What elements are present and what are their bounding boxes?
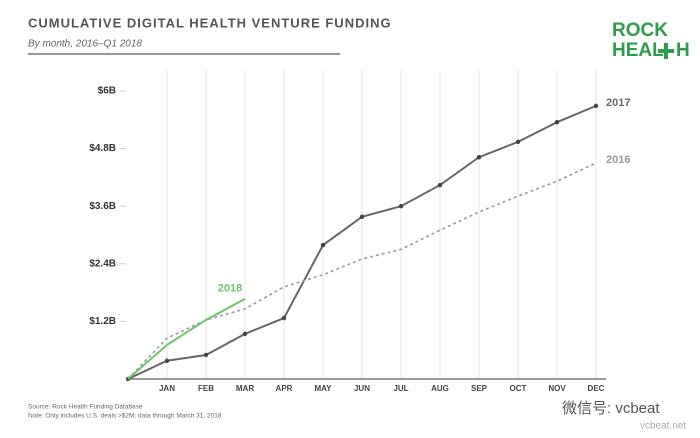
series-label: 2017 xyxy=(606,97,630,109)
x-tick-label: JAN xyxy=(159,384,175,393)
logo-end: H xyxy=(676,40,690,61)
point xyxy=(281,315,287,321)
x-tick-label: OCT xyxy=(510,384,527,393)
x-tick-label: NOV xyxy=(548,384,566,393)
x-tick-label: DEC xyxy=(588,384,605,393)
x-tick-label: AUG xyxy=(431,384,449,393)
logo-bottom: HEAL xyxy=(612,40,664,61)
y-tick-label: $4.8B xyxy=(89,143,116,154)
series-line xyxy=(127,297,246,380)
point xyxy=(554,120,560,125)
point xyxy=(398,204,404,209)
x-tick-label: MAR xyxy=(236,384,254,393)
note: Note: Only includes U.S. deals >$2M; dat… xyxy=(28,413,222,420)
point xyxy=(359,214,365,219)
series-label: 2016 xyxy=(606,154,630,166)
chart-subtitle: By month, 2016–Q1 2018 xyxy=(28,39,142,50)
x-tick-label: APR xyxy=(276,384,293,393)
logo-cross xyxy=(658,43,674,59)
point xyxy=(242,331,248,337)
y-tick-label: $6B xyxy=(98,86,116,97)
source: Source: Rock Health Funding Database xyxy=(28,404,143,411)
x-tick-label: JUN xyxy=(354,384,370,393)
y-tick-label: $1.2B xyxy=(89,316,116,327)
point xyxy=(515,139,521,145)
x-tick-label: JUL xyxy=(393,384,408,393)
point xyxy=(320,242,326,248)
chart-title: CUMULATIVE DIGITAL HEALTH VENTURE FUNDIN… xyxy=(28,15,392,30)
point xyxy=(164,358,170,363)
watermark-url: vcbeat.net xyxy=(640,421,686,432)
y-tick-label: $3.6B xyxy=(89,201,116,212)
x-tick-label: SEP xyxy=(471,384,488,393)
watermark: 微信号: vcbeat xyxy=(562,400,660,417)
point xyxy=(476,155,482,160)
point xyxy=(437,182,443,188)
point xyxy=(593,103,599,109)
x-tick-label: MAY xyxy=(314,384,332,393)
logo-top: ROCK xyxy=(612,20,668,41)
y-tick-label: $2.4B xyxy=(89,258,116,269)
series-label: 2018 xyxy=(218,283,242,295)
point xyxy=(203,352,209,358)
x-tick-label: FEB xyxy=(198,384,214,393)
